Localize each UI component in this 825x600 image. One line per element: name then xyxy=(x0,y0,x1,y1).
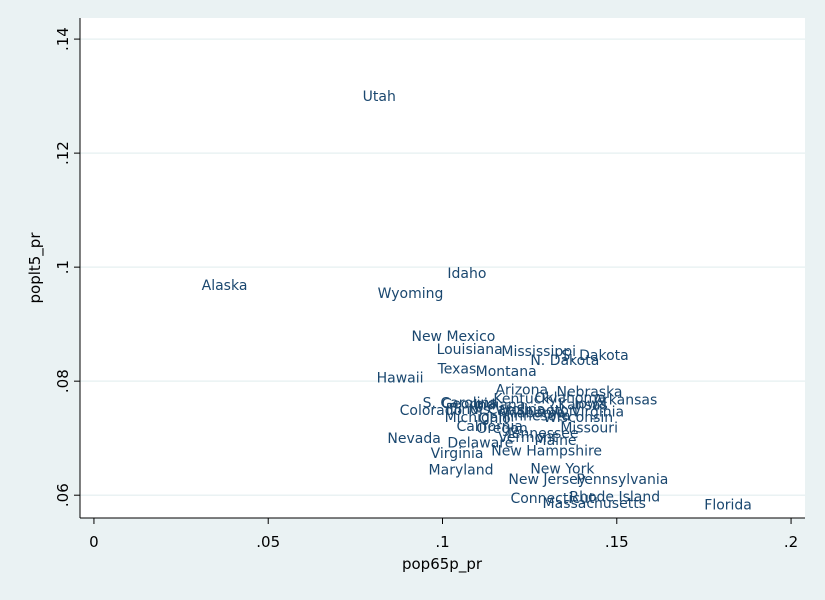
point-label: Georgia xyxy=(441,396,496,412)
point-label: Florida xyxy=(704,497,752,513)
y-tick-label: .12 xyxy=(54,141,72,165)
point-label: Pennsylvania xyxy=(576,472,668,488)
point-label: Minnesota xyxy=(498,408,570,424)
point-label: Nevada xyxy=(387,431,440,447)
point-label: Arizona xyxy=(495,383,548,399)
point-label: Maryland xyxy=(429,463,494,479)
point-label: Alaska xyxy=(202,278,248,294)
point-label: Alabama xyxy=(503,406,565,422)
point-label: Mississippi xyxy=(501,344,576,360)
point-label: Vermont xyxy=(498,430,558,446)
point-label: Wisconsin xyxy=(543,410,613,426)
y-tick-label: .08 xyxy=(54,369,72,393)
point-label: Idaho xyxy=(447,266,486,282)
point-label: Kansas xyxy=(558,398,608,414)
point-label: Louisiana xyxy=(437,342,503,358)
point-label: Montana xyxy=(476,364,537,380)
point-label: Maine xyxy=(535,433,577,449)
point-label: S. Carolina xyxy=(423,395,498,411)
point-label: Indiana xyxy=(474,398,526,414)
point-label: New York xyxy=(530,461,595,477)
point-label: New Mexico xyxy=(411,329,495,345)
x-axis-title: pop65p_pr xyxy=(402,555,483,574)
plot-area xyxy=(80,18,805,518)
y-tick-label: .14 xyxy=(54,27,72,51)
point-label: Colorado xyxy=(400,403,463,419)
point-label: Illinois xyxy=(446,402,490,418)
point-label: Virginia xyxy=(431,446,484,462)
point-label: Missouri xyxy=(560,420,618,436)
point-label: Nebraska xyxy=(556,384,622,400)
x-tick-label: .1 xyxy=(435,533,449,551)
point-label: Oregon xyxy=(476,421,527,437)
point-label: Delaware xyxy=(447,436,513,452)
point-label: Oklahoma xyxy=(535,391,606,407)
point-label: Texas xyxy=(437,362,477,378)
y-tick-label: .06 xyxy=(54,483,72,507)
point-label: Arkansas xyxy=(593,392,657,408)
point-label: California xyxy=(456,419,522,435)
x-tick-label: .05 xyxy=(256,533,280,551)
point-label: Utah xyxy=(363,89,396,105)
x-tick-label: .15 xyxy=(605,533,629,551)
point-label: Ohio xyxy=(478,411,510,427)
y-tick-label: .1 xyxy=(54,260,72,274)
point-label: N. Dakota xyxy=(530,353,599,369)
point-label: Kentucky xyxy=(493,391,557,407)
x-tick-label: .2 xyxy=(784,533,798,551)
point-label: New Jersey xyxy=(508,472,586,488)
point-label: New Hampshire xyxy=(491,444,602,460)
point-label: Iowa xyxy=(574,396,607,412)
point-label: W. Virginia xyxy=(550,404,624,420)
point-label: Washington xyxy=(495,403,577,419)
point-label: Hawaii xyxy=(377,371,424,387)
point-label: Connecticut xyxy=(510,491,594,507)
point-label: Tennessee xyxy=(505,426,579,442)
x-tick-label: 0 xyxy=(89,533,99,551)
point-label: S. Dakota xyxy=(561,348,628,364)
y-axis-title: poplt5_pr xyxy=(26,232,45,304)
point-label: Massachusetts xyxy=(543,496,646,512)
point-label: Michigan xyxy=(445,410,508,426)
point-label: Wyoming xyxy=(378,286,444,302)
point-label: N. Carolina xyxy=(468,402,545,418)
point-label: Rhode Island xyxy=(569,489,660,505)
